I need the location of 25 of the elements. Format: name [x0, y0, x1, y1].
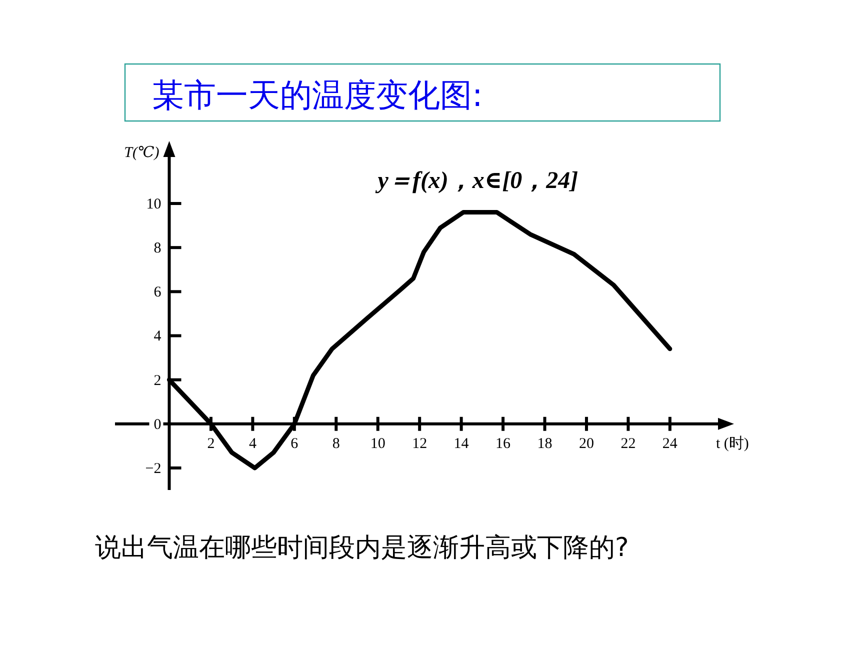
- y-tick-label: 0: [154, 416, 162, 433]
- chart-title: 某市一天的温度变化图:: [152, 76, 483, 114]
- y-tick-label: 10: [146, 196, 162, 212]
- x-tick-label: 4: [248, 436, 257, 452]
- x-tick-label: 12: [412, 436, 428, 452]
- text: 说出气温在哪些时间段内是逐渐升高或下降的?: [95, 533, 629, 563]
- title: 某市一天的温度变化图:: [124, 63, 721, 122]
- x-tick-label: 20: [578, 436, 594, 452]
- y-tick-label: 6: [154, 284, 162, 301]
- x-axis-title: t (时): [716, 434, 749, 452]
- x-tick-label: 24: [662, 436, 678, 452]
- x-tick-label: 6: [290, 436, 299, 452]
- text: y＝f(x)，x∈[0，24]: [374, 168, 578, 194]
- y-tick-label: −2: [145, 460, 162, 477]
- y-tick-label: 4: [154, 328, 162, 345]
- x-tick-label: 2: [207, 436, 215, 452]
- x-tick-label: 18: [537, 436, 552, 452]
- x-tick-label: 14: [454, 436, 470, 452]
- y-tick-label: 8: [154, 240, 162, 257]
- x-tick-label: 16: [496, 436, 512, 452]
- x-tick-label: 10: [370, 436, 386, 452]
- y-tick-label: 2: [154, 372, 162, 389]
- y-axis-title: T(℃): [124, 145, 160, 161]
- x-tick-label: 8: [332, 436, 340, 452]
- x-tick-label: 22: [620, 436, 636, 452]
